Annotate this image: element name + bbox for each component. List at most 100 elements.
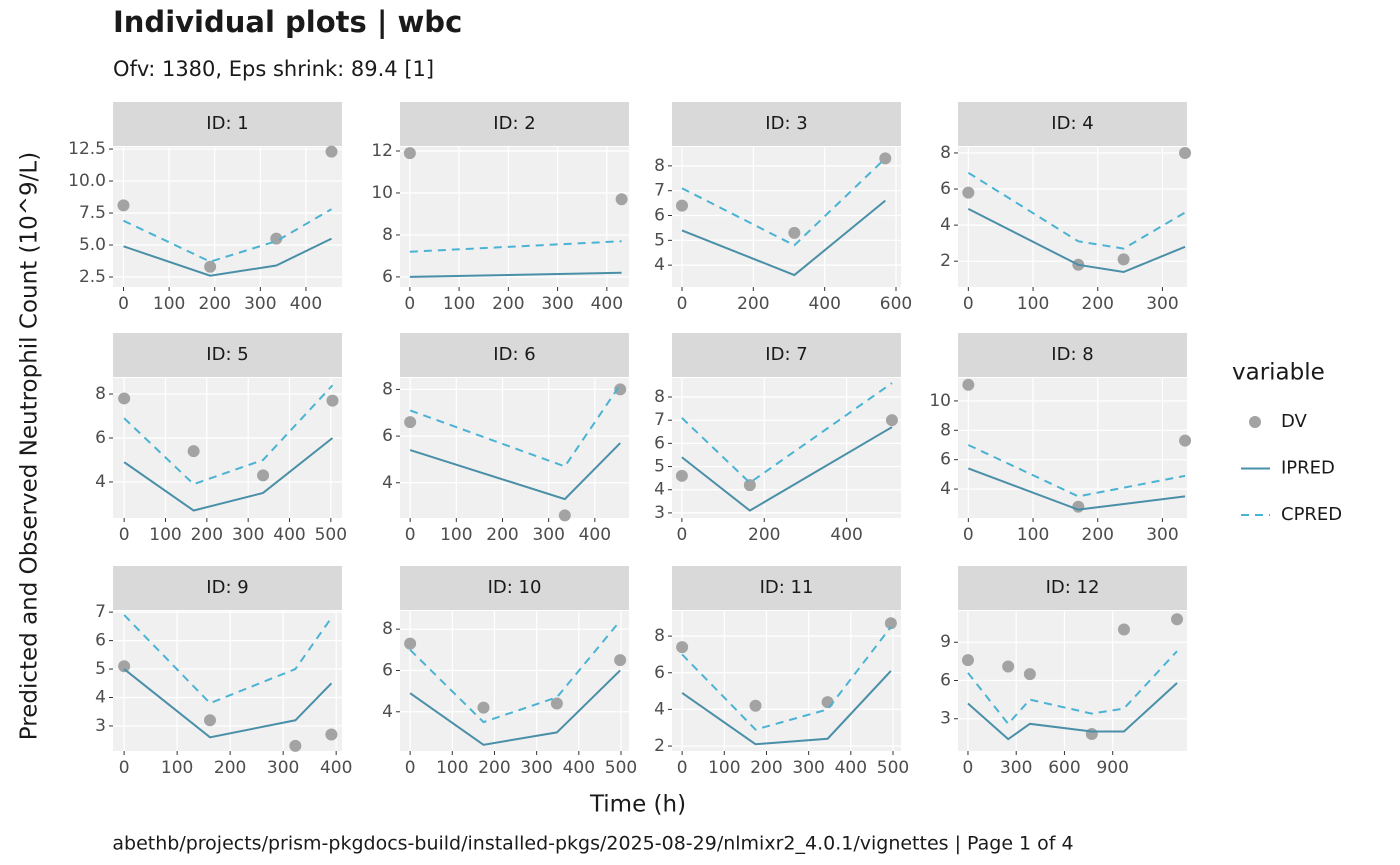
strip-background: [113, 333, 342, 377]
strip-background: [113, 102, 342, 146]
data-point: [270, 232, 283, 245]
series-line: [123, 437, 334, 512]
y-tick-label: 6: [95, 428, 106, 448]
data-point: [1117, 623, 1130, 636]
strip-background: [958, 333, 1187, 377]
y-tick-label: 6: [940, 179, 951, 199]
data-point: [788, 226, 801, 239]
x-tick-label: 400: [563, 758, 595, 778]
series-line: [681, 626, 892, 731]
strip-label: ID: 1: [206, 113, 248, 134]
x-tick-label: 100: [149, 525, 181, 545]
data-point: [118, 392, 131, 405]
x-tick-label: 100: [1017, 294, 1049, 314]
strip-background: [400, 566, 629, 610]
legend-key: [1249, 416, 1261, 428]
data-point: [1085, 728, 1098, 741]
y-tick-label: 6: [382, 660, 393, 680]
strip-background: [113, 566, 342, 610]
strip-background: [400, 333, 629, 377]
series-line: [123, 208, 333, 263]
strip-background: [672, 566, 901, 610]
x-tick-label: 0: [405, 525, 416, 545]
y-tick-label: 8: [382, 619, 393, 639]
data-point: [614, 383, 627, 396]
x-tick-label: 300: [520, 758, 552, 778]
data-point: [1023, 668, 1036, 681]
panel-background: [400, 378, 629, 518]
strip-background: [672, 333, 901, 377]
strip-label: ID: 8: [1051, 344, 1093, 365]
y-tick-label: 8: [940, 420, 951, 440]
legend-title: variable: [1232, 360, 1325, 386]
x-tick-label: 400: [591, 294, 623, 314]
data-point: [885, 414, 898, 427]
chart-subtitle: Ofv: 1380, Eps shrink: 89.4 [1]: [113, 57, 434, 81]
y-tick-label: 6: [95, 631, 106, 651]
data-point: [676, 641, 689, 654]
panel-background: [672, 611, 901, 751]
y-tick-label: 8: [654, 387, 665, 407]
data-point: [879, 152, 892, 165]
y-tick-label: 4: [382, 702, 393, 722]
series-line: [967, 682, 1178, 741]
data-point: [558, 509, 571, 522]
y-tick-label: 8: [382, 379, 393, 399]
y-tick-label: 8: [382, 225, 393, 245]
y-tick-label: 6: [382, 426, 393, 446]
y-tick-label: 6: [654, 433, 665, 453]
y-tick-label: 4: [654, 699, 665, 719]
x-tick-label: 300: [532, 525, 564, 545]
data-point: [962, 186, 975, 199]
series-line: [409, 384, 622, 468]
series-line: [123, 614, 333, 705]
data-point: [884, 617, 897, 630]
strip-background: [672, 102, 901, 146]
data-point: [326, 394, 339, 407]
y-tick-label: 8: [95, 384, 106, 404]
data-point: [257, 469, 270, 482]
x-tick-label: 200: [191, 525, 223, 545]
y-tick-label: 8: [654, 156, 665, 176]
y-tick-label: 4: [95, 472, 106, 492]
y-tick-label: 3: [940, 709, 951, 729]
x-tick-label: 500: [315, 525, 347, 545]
series-line: [409, 240, 622, 253]
x-tick-label: 300: [541, 294, 573, 314]
x-axis-label: Time (h): [589, 792, 686, 818]
strip-label: ID: 7: [765, 344, 807, 365]
data-point: [821, 696, 834, 709]
data-point: [550, 697, 563, 710]
x-tick-label: 100: [708, 758, 740, 778]
x-tick-label: 500: [605, 758, 637, 778]
y-tick-label: 12.5: [68, 139, 106, 159]
x-tick-label: 300: [267, 758, 299, 778]
series-line: [967, 207, 1186, 274]
x-tick-label: 0: [963, 525, 974, 545]
y-tick-label: 10: [929, 391, 951, 411]
x-tick-label: 200: [737, 294, 769, 314]
x-tick-label: 600: [1048, 758, 1080, 778]
series-line: [409, 442, 621, 501]
caption: abethb/projects/prism-pkgdocs-build/inst…: [112, 833, 1073, 855]
strip-background: [958, 566, 1187, 610]
y-tick-label: 7: [95, 602, 106, 622]
strip-label: ID: 6: [493, 344, 535, 365]
series-line: [409, 271, 622, 278]
y-tick-label: 2.5: [79, 267, 106, 287]
x-tick-label: 200: [214, 758, 246, 778]
y-tick-label: 5.0: [79, 235, 106, 255]
x-tick-label: 400: [579, 525, 611, 545]
y-tick-label: 4: [940, 215, 951, 235]
data-point: [1179, 434, 1192, 447]
x-tick-label: 100: [440, 525, 472, 545]
x-tick-label: 400: [290, 294, 322, 314]
x-tick-label: 100: [443, 294, 475, 314]
y-tick-label: 9: [940, 632, 951, 652]
data-point: [962, 378, 975, 391]
y-tick-label: 4: [940, 479, 951, 499]
y-tick-label: 3: [654, 503, 665, 523]
x-tick-label: 100: [1017, 525, 1049, 545]
data-point: [403, 147, 416, 160]
y-tick-label: 4: [382, 473, 393, 493]
